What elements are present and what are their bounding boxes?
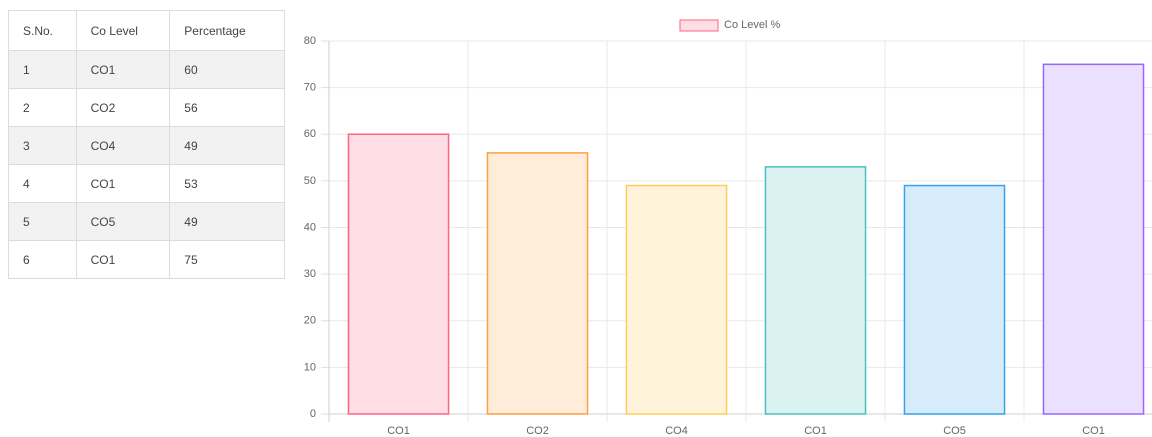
table-row: 4 CO1 53: [8, 164, 285, 203]
table-cell: CO5: [75, 202, 171, 241]
y-tick-label: 80: [304, 35, 316, 47]
table-cell: CO2: [75, 88, 171, 127]
co-table: S.No. Co Level Percentage 1 CO1 60 2 CO2 56 3 C…: [8, 10, 285, 279]
x-tick-label: CO4: [665, 425, 688, 437]
y-tick-label: 10: [304, 361, 316, 373]
bar: [486, 152, 589, 415]
table-row: 1 CO1 60: [8, 50, 285, 89]
table-cell: 4: [8, 164, 77, 203]
table-cell: CO4: [75, 126, 171, 165]
y-tick-label: 40: [304, 221, 316, 233]
y-tick-label: 0: [310, 408, 316, 420]
bar: [903, 184, 1006, 415]
header-cell: Co Level: [75, 10, 171, 51]
y-tick-label: 50: [304, 175, 316, 187]
y-tick-label: 60: [304, 128, 316, 140]
legend-label: Co Level %: [724, 19, 780, 31]
table-cell: CO1: [75, 164, 171, 203]
table-cell: 56: [169, 88, 285, 127]
table-cell: CO1: [75, 50, 171, 89]
table-cell: 60: [169, 50, 285, 89]
table-cell: 75: [169, 240, 285, 279]
x-tick-label: CO1: [804, 425, 827, 437]
bar: [764, 166, 867, 415]
table-cell: 6: [8, 240, 77, 279]
table-cell: 49: [169, 126, 285, 165]
x-tick-label: CO1: [1082, 425, 1105, 437]
table-cell: 5: [8, 202, 77, 241]
table-body: 1 CO1 60 2 CO2 56 3 CO4 49 4 CO1 53 5 CO5 49 6 CO1 75: [8, 50, 285, 279]
y-tick-label: 30: [304, 268, 316, 280]
bar: [625, 184, 728, 415]
x-tick-label: CO2: [526, 425, 549, 437]
legend-swatch: [679, 19, 719, 32]
table-cell: CO1: [75, 240, 171, 279]
table-row: 3 CO4 49: [8, 126, 285, 165]
header-row: S.No. Co Level Percentage: [8, 10, 285, 51]
x-tick-label: CO5: [943, 425, 966, 437]
x-tick-label: CO1: [387, 425, 410, 437]
y-tick-label: 20: [304, 315, 316, 327]
bar: [1042, 63, 1145, 415]
table-row: 6 CO1 75: [8, 240, 285, 279]
bar: [347, 133, 450, 415]
table-cell: 2: [8, 88, 77, 127]
y-tick-label: 70: [304, 82, 316, 94]
header-cell: S.No.: [8, 10, 77, 51]
table-row: 2 CO2 56: [8, 88, 285, 127]
